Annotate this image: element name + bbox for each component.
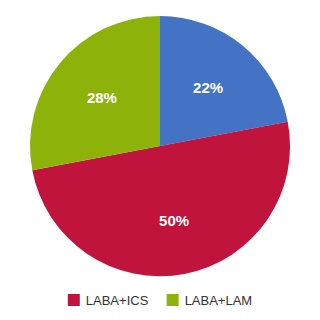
chart: 22% 50% 28% LABA+ICS LABA+LAM — [0, 0, 320, 320]
data-label: 28% — [87, 89, 117, 106]
pie — [30, 16, 290, 276]
data-label: 22% — [193, 79, 223, 96]
legend-entry: LABA+ICS — [68, 293, 149, 308]
data-labels: 22% 50% 28% — [87, 79, 223, 228]
legend: LABA+ICS LABA+LAM — [68, 293, 252, 308]
legend-label: LABA+LAM — [185, 293, 253, 308]
data-label: 50% — [159, 212, 189, 229]
legend-entry: LABA+LAM — [167, 293, 253, 308]
legend-swatch — [167, 294, 179, 306]
legend-swatch — [68, 294, 80, 306]
legend-label: LABA+ICS — [86, 293, 149, 308]
slice — [30, 16, 160, 170]
